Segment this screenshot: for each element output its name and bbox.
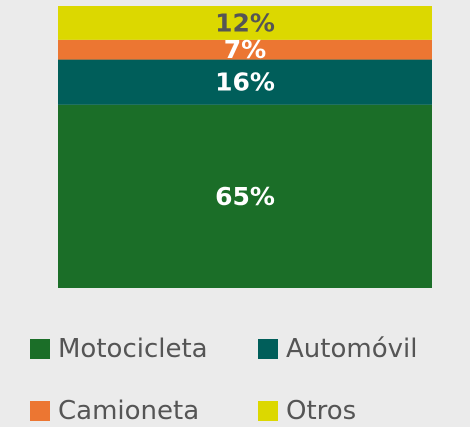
bar-segment (58, 59, 432, 105)
legend-swatch (258, 401, 278, 421)
bar-segment (58, 6, 432, 40)
data-label: 16% (215, 68, 275, 97)
legend-label: Motocicleta (58, 334, 208, 364)
legend-swatch (30, 401, 50, 421)
data-label: 12% (215, 8, 275, 37)
legend-label: Automóvil (286, 334, 417, 364)
bar-segment (58, 39, 432, 60)
data-label: 65% (215, 182, 275, 211)
legend-swatch (30, 339, 50, 359)
bar-segment (58, 104, 432, 288)
data-label: 7% (224, 35, 266, 64)
legend-swatch (258, 339, 278, 359)
legend-label: Otros (286, 396, 356, 426)
legend-label: Camioneta (58, 396, 199, 426)
